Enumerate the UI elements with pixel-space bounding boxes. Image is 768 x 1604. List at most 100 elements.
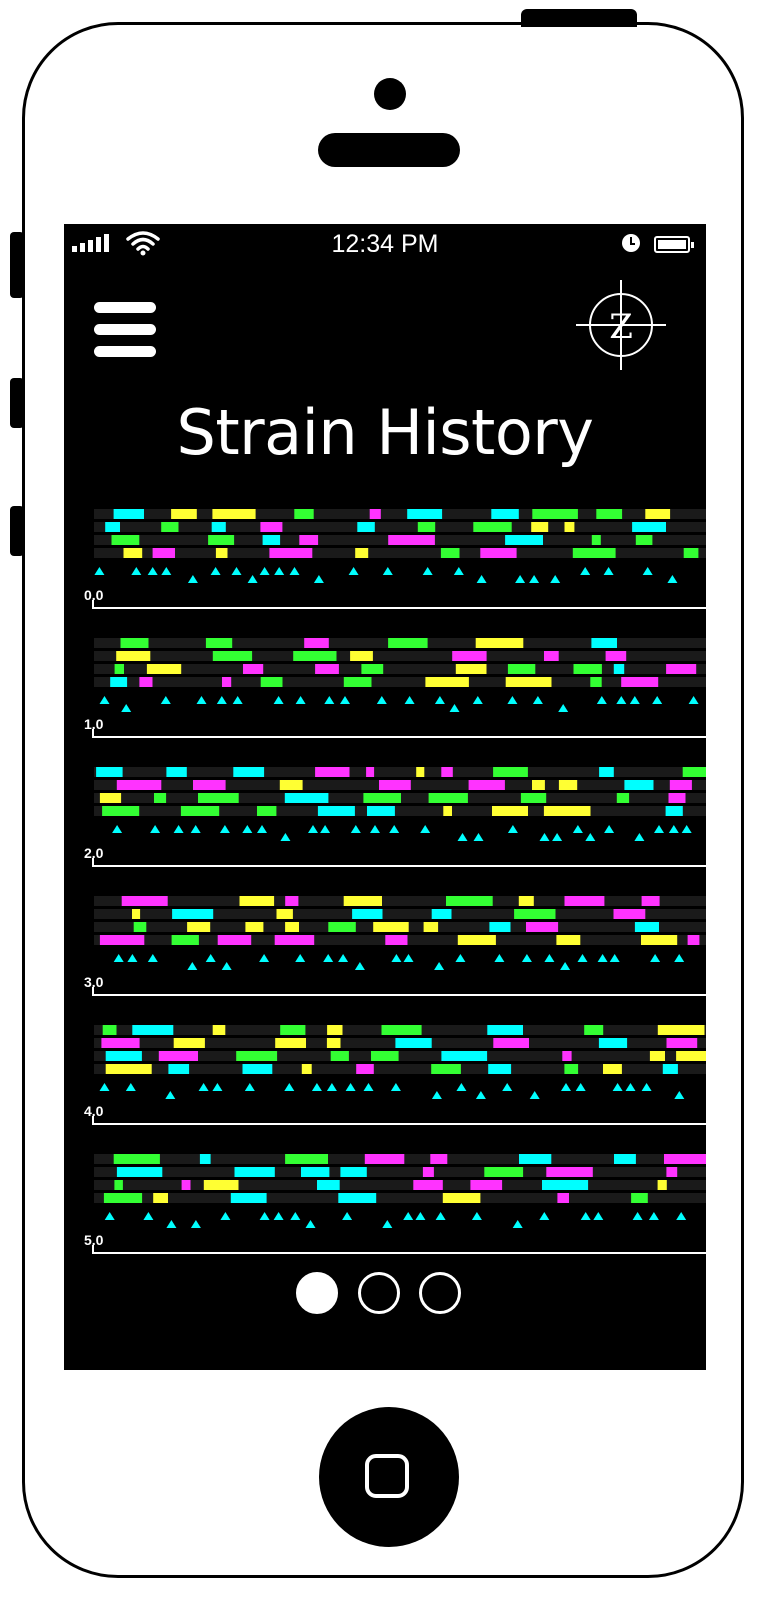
strain-segment: [180, 806, 220, 816]
strain-segment: [417, 522, 436, 532]
event-marker: [612, 1083, 623, 1091]
axis-line: [92, 736, 706, 738]
event-marker: [190, 825, 201, 833]
page-dot-1[interactable]: [296, 1272, 338, 1314]
strain-segment: [564, 1064, 579, 1074]
strain-segment: [564, 522, 575, 532]
strain-segment: [105, 1064, 152, 1074]
axis-line: [92, 1252, 706, 1254]
strain-segment: [275, 1038, 306, 1048]
event-marker: [196, 696, 207, 704]
strain-segment: [683, 548, 699, 558]
strain-segment: [326, 1038, 341, 1048]
event-marker: [532, 696, 543, 704]
event-marker: [99, 696, 110, 704]
strain-segment: [532, 780, 545, 790]
strain-segment: [236, 1051, 278, 1061]
strain-segment: [431, 1064, 461, 1074]
strain-segment: [666, 664, 697, 674]
strain-segment: [475, 638, 524, 648]
event-marker: [603, 567, 614, 575]
event-marker: [580, 1212, 591, 1220]
status-time: 12:34 PM: [331, 230, 439, 258]
crosshair-z-logo-icon[interactable]: Z: [574, 278, 668, 372]
timeline-row: 1.0: [64, 636, 706, 756]
hamburger-menu-icon[interactable]: [94, 302, 156, 358]
strain-segment: [572, 548, 616, 558]
strain-segment: [154, 793, 167, 803]
strain-segment: [279, 780, 303, 790]
strain-segment: [343, 677, 372, 687]
track-background: [94, 548, 706, 558]
strain-segment: [487, 1025, 523, 1035]
page-dot-3[interactable]: [419, 1272, 461, 1314]
event-marker: [220, 1212, 231, 1220]
strain-segment: [388, 638, 428, 648]
strain-segment: [441, 1051, 488, 1061]
event-marker: [475, 1091, 486, 1099]
track-background: [94, 909, 706, 919]
strain-segment: [103, 1193, 143, 1203]
home-square-icon: [365, 1454, 409, 1498]
event-marker: [150, 825, 161, 833]
strain-segment: [443, 806, 452, 816]
axis-tick: [92, 600, 94, 607]
event-marker: [434, 696, 445, 704]
event-marker: [539, 1212, 550, 1220]
strain-segment: [166, 767, 187, 777]
strain-segment: [173, 1038, 205, 1048]
event-marker: [668, 825, 679, 833]
event-marker: [324, 696, 335, 704]
home-button[interactable]: [319, 1407, 459, 1547]
axis-label: 0.0: [84, 587, 104, 603]
strain-segment: [245, 922, 264, 932]
strain-segment: [99, 935, 145, 945]
strain-tracks: [94, 638, 706, 712]
event-marker: [449, 704, 460, 712]
battery-icon: [654, 236, 694, 253]
strain-segment: [274, 935, 315, 945]
strain-segment: [543, 806, 591, 816]
strain-segment: [441, 767, 453, 777]
event-marker: [190, 1220, 201, 1228]
event-marker: [113, 954, 124, 962]
event-marker: [681, 825, 692, 833]
event-marker: [472, 696, 483, 704]
strain-segment: [262, 535, 281, 545]
event-marker: [434, 962, 445, 970]
track-background: [94, 522, 706, 532]
event-marker: [596, 696, 607, 704]
event-marker: [616, 696, 627, 704]
strain-segment: [669, 780, 692, 790]
axis-line: [92, 994, 706, 996]
event-marker: [609, 954, 620, 962]
strain-segment: [301, 1064, 312, 1074]
strain-segment: [340, 1167, 367, 1177]
event-marker: [147, 954, 158, 962]
strain-segment: [198, 793, 239, 803]
event-marker: [558, 704, 569, 712]
axis-label: 3.0: [84, 974, 104, 990]
strain-segment: [366, 767, 375, 777]
event-marker: [629, 696, 640, 704]
strain-segment: [544, 651, 559, 661]
strain-tracks: [94, 1025, 706, 1099]
strain-segment: [102, 806, 140, 816]
strain-segment: [505, 677, 552, 687]
event-marker: [348, 567, 359, 575]
earpiece-speaker: [318, 133, 460, 167]
strain-segment: [631, 1193, 648, 1203]
event-marker: [420, 825, 431, 833]
strain-segment: [613, 909, 646, 919]
strain-segment: [364, 1154, 405, 1164]
strain-segment: [212, 1025, 226, 1035]
axis-label: 2.0: [84, 845, 104, 861]
page-dot-2[interactable]: [358, 1272, 400, 1314]
axis-tick: [92, 858, 94, 865]
event-marker: [242, 825, 253, 833]
event-marker: [104, 1212, 115, 1220]
event-marker: [338, 954, 349, 962]
status-bar: 12:34 PM: [64, 224, 706, 264]
logo-letter: Z: [609, 307, 633, 347]
event-marker: [311, 1083, 322, 1091]
